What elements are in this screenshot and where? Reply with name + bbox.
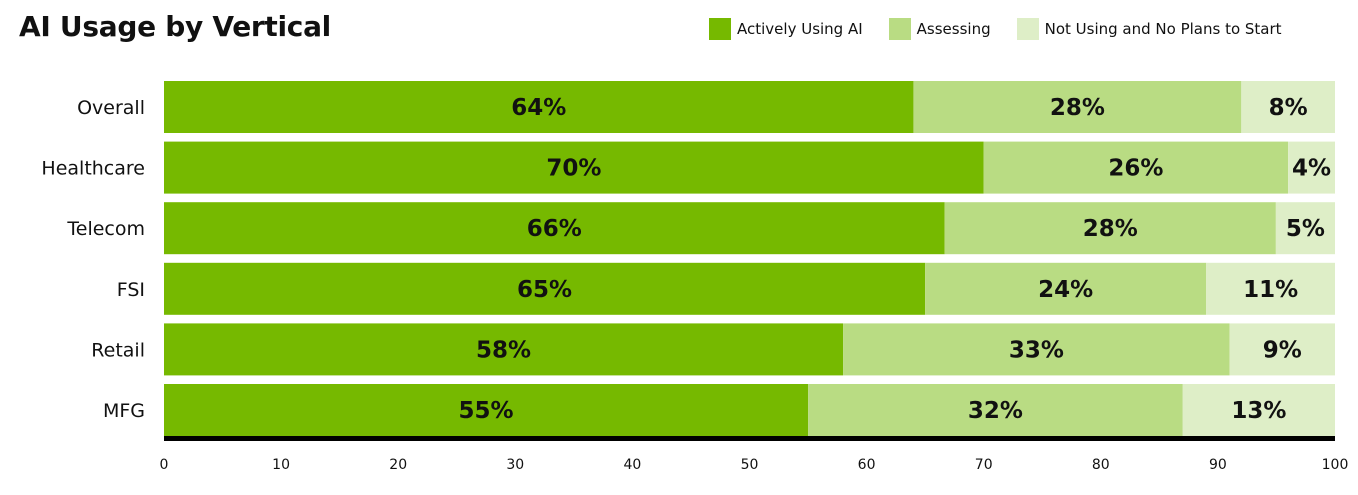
x-tick-label-0: 0 [160,457,169,473]
bar-overall-series-1 [913,81,1242,133]
data-label-retail-series-0: 58% [476,337,531,363]
legend-item-actively-using: Actively Using AI [709,18,863,40]
data-label-telecom-series-0: 66% [527,216,582,242]
data-label-overall-series-0: 64% [511,95,566,121]
bar-fsi-series-2 [1206,262,1335,315]
bar-retail-series-1 [843,323,1230,376]
data-label-fsi-series-0: 65% [517,277,572,303]
legend-label-assessing: Assessing [916,20,991,38]
category-label-fsi: FSI [117,279,145,301]
bar-telecom-series-1 [944,202,1276,255]
data-label-retail-series-1: 33% [1009,337,1064,363]
bar-telecom-series-2 [1275,202,1335,255]
bar-overall-series-0 [164,81,914,133]
bar-fsi-series-0 [164,262,926,315]
data-label-healthcare-series-0: 70% [546,156,601,182]
category-label-retail: Retail [91,339,145,361]
bar-retail-series-2 [1229,323,1335,376]
data-label-healthcare-series-2: 4% [1292,156,1331,182]
x-tick-label-60: 60 [858,457,876,473]
data-label-fsi-series-1: 24% [1038,277,1093,303]
data-label-overall-series-1: 28% [1050,95,1105,121]
x-tick-label-30: 30 [506,457,524,473]
bar-mfg-series-2 [1182,384,1335,436]
x-tick-label-50: 50 [741,457,759,473]
data-label-telecom-series-1: 28% [1083,216,1138,242]
category-label-mfg: MFG [103,400,145,422]
data-label-retail-series-2: 9% [1263,337,1302,363]
x-axis-line [164,436,1335,441]
bar-overall-series-2 [1241,81,1335,133]
x-tick-label-10: 10 [272,457,290,473]
data-label-fsi-series-2: 11% [1243,277,1298,303]
legend-item-assessing: Assessing [888,18,991,40]
legend-swatch-actively-using [709,18,731,40]
x-tick-label-20: 20 [389,457,407,473]
bar-fsi-series-1 [925,262,1207,315]
bar-retail-series-0 [164,323,844,376]
x-tick-label-100: 100 [1322,457,1349,473]
bar-telecom-series-0 [164,202,945,255]
data-label-mfg-series-0: 55% [458,398,513,424]
chart-title: AI Usage by Vertical [19,10,331,43]
category-label-healthcare: Healthcare [41,158,145,180]
bar-mfg-series-1 [808,384,1183,436]
legend-label-not-using: Not Using and No Plans to Start [1044,20,1282,38]
bar-healthcare-series-0 [164,141,984,194]
bar-mfg-series-0 [164,384,809,436]
category-label-telecom: Telecom [66,218,145,240]
legend-swatch-not-using [1016,18,1039,40]
legend-swatch-assessing [888,18,911,40]
data-label-mfg-series-2: 13% [1231,398,1286,424]
legend-label-actively-using: Actively Using AI [737,20,863,38]
x-tick-label-80: 80 [1092,457,1110,473]
legend-item-not-using: Not Using and No Plans to Start [1016,18,1282,40]
data-label-telecom-series-2: 5% [1286,216,1325,242]
x-tick-label-90: 90 [1209,457,1227,473]
bar-healthcare-series-2 [1288,141,1335,194]
bar-healthcare-series-1 [983,141,1289,194]
legend: Actively Using AI Assessing Not Using an… [709,17,1308,41]
data-label-overall-series-2: 8% [1269,95,1308,121]
category-label-overall: Overall [77,97,145,119]
data-label-healthcare-series-1: 26% [1108,156,1163,182]
x-tick-label-70: 70 [975,457,993,473]
x-tick-label-40: 40 [623,457,641,473]
data-label-mfg-series-1: 32% [968,398,1023,424]
